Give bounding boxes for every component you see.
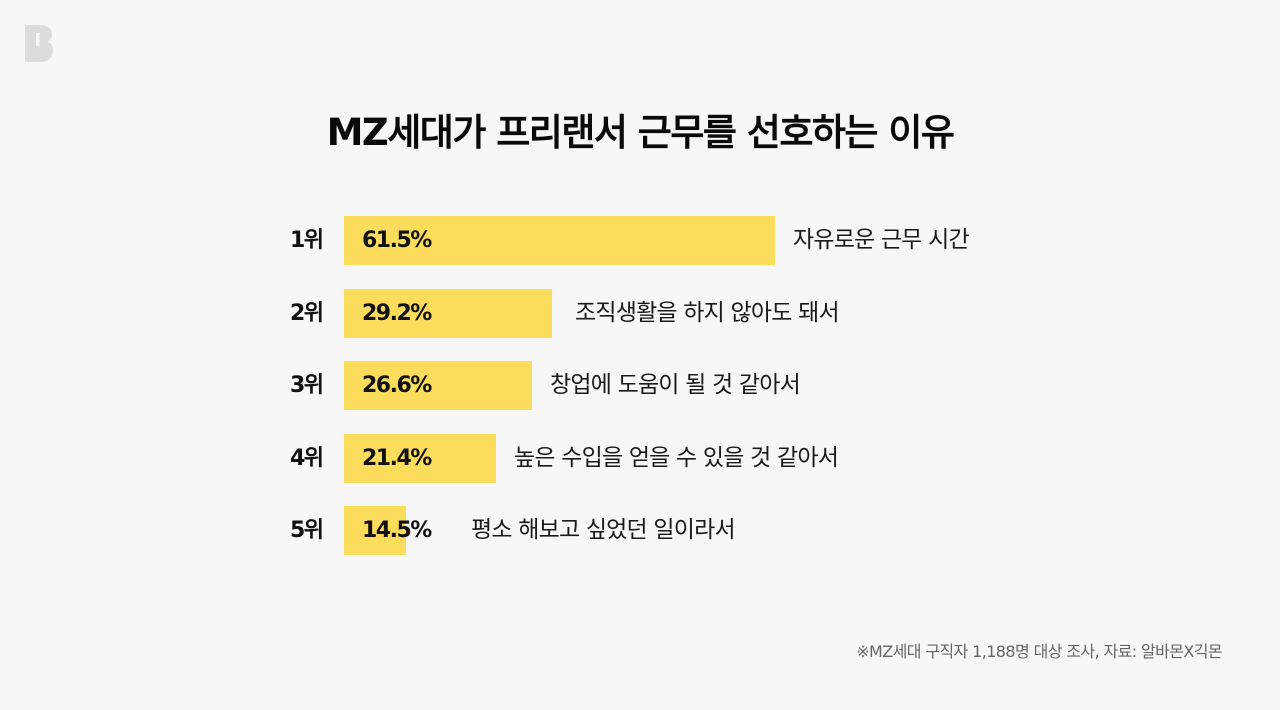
rank-label: 5위 <box>290 518 324 543</box>
category-label: 자유로운 근무 시간 <box>793 227 970 253</box>
rank-label: 2위 <box>290 301 324 326</box>
bar-row: 5위 14.5% 평소 해보고 싶었던 일이라서 <box>0 506 1280 555</box>
category-label: 창업에 도움이 될 것 같아서 <box>550 372 801 398</box>
value-label: 26.6% <box>362 373 432 398</box>
rank-label: 4위 <box>290 446 324 471</box>
bar <box>344 506 406 555</box>
category-label: 높은 수입을 얻을 수 있을 것 같아서 <box>514 445 839 471</box>
bar-row: 3위 26.6% 창업에 도움이 될 것 같아서 <box>0 361 1280 410</box>
value-label: 61.5% <box>362 228 432 253</box>
bar <box>344 216 775 265</box>
category-label: 조직생활을 하지 않아도 돼서 <box>575 300 840 326</box>
source-footnote: ※MZ세대 구직자 1,188명 대상 조사, 자료: 알바몬X긱몬 <box>856 642 1222 661</box>
value-label: 29.2% <box>362 301 432 326</box>
value-label: 21.4% <box>362 446 432 471</box>
rank-label: 1위 <box>290 228 324 253</box>
bar <box>344 434 496 483</box>
rank-label: 3위 <box>290 373 324 398</box>
bar <box>344 361 532 410</box>
bar <box>344 289 552 338</box>
bar-row: 1위 61.5% 자유로운 근무 시간 <box>0 216 1280 265</box>
brand-logo-icon <box>25 25 53 62</box>
category-label: 평소 해보고 싶었던 일이라서 <box>471 517 736 543</box>
chart-title: MZ세대가 프리랜서 근무를 선호하는 이유 <box>326 111 955 154</box>
bar-row: 4위 21.4% 높은 수입을 얻을 수 있을 것 같아서 <box>0 434 1280 483</box>
value-label: 14.5% <box>362 518 432 543</box>
bar-row: 2위 29.2% 조직생활을 하지 않아도 돼서 <box>0 289 1280 338</box>
